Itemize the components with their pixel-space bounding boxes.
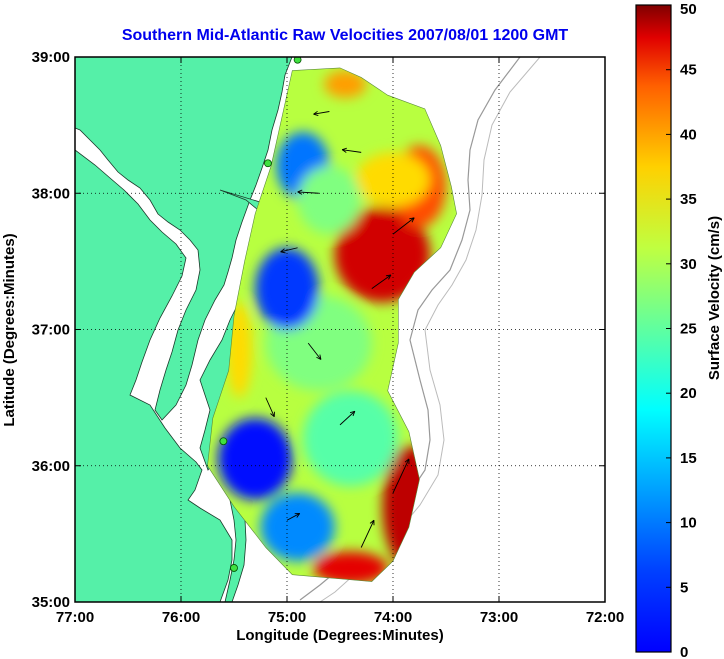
- speed-patch: [355, 152, 431, 207]
- colorbar-tick-label: 10: [680, 515, 697, 532]
- velocity-vector: [280, 247, 298, 254]
- x-tick-label: 73:00: [480, 609, 518, 626]
- x-tick-label: 76:00: [162, 609, 200, 626]
- grid-lines: [75, 57, 605, 602]
- colorbar-tick-label: 40: [680, 126, 697, 143]
- colorbar-tick-label: 50: [680, 1, 697, 18]
- y-axis-ticks: 35:00 36:00 37:00 38:00 39:00: [32, 49, 605, 611]
- speed-patch: [313, 551, 388, 582]
- speed-patches: [218, 70, 446, 582]
- colorbar-tick-label: 35: [680, 191, 697, 208]
- velocity-vector: [313, 110, 330, 117]
- x-tick-label: 72:00: [586, 609, 624, 626]
- land-delmarva: [75, 57, 293, 421]
- x-tick-label: 75:00: [268, 609, 306, 626]
- y-tick-label: 38:00: [32, 185, 70, 202]
- chart-title: Southern Mid-Atlantic Raw Velocities 200…: [122, 27, 569, 44]
- x-tick-label: 77:00: [56, 609, 94, 626]
- speed-patch: [302, 390, 399, 487]
- radar-station-marker: [230, 564, 238, 572]
- colorbar: [635, 4, 672, 653]
- y-tick-label: 35:00: [32, 594, 70, 611]
- plot-area: [75, 57, 605, 602]
- colorbar-label: Surface Velocity (cm/s): [706, 216, 723, 380]
- velocity-vector: [339, 410, 356, 426]
- y-tick-label: 37:00: [32, 322, 70, 339]
- radar-station-marker: [264, 159, 272, 168]
- speed-patch: [324, 70, 367, 98]
- velocity-vector: [307, 342, 322, 360]
- velocity-vector: [371, 274, 392, 289]
- velocity-vector: [392, 217, 415, 235]
- speed-patch: [218, 418, 293, 500]
- colorbar-tick-label: 45: [680, 62, 697, 79]
- velocity-vector: [341, 147, 362, 153]
- velocity-vector: [286, 512, 301, 521]
- colorbar-tick-label: 0: [680, 644, 688, 659]
- land-virginia: [75, 149, 233, 602]
- velocity-field-outline: [207, 67, 457, 582]
- speed-patch: [260, 493, 335, 562]
- x-tick-label: 74:00: [374, 609, 412, 626]
- speed-patch: [255, 247, 319, 330]
- x-axis-ticks: 77:00 76:00 75:00 74:00 73:00 72:00: [56, 57, 624, 626]
- velocity-vector: [265, 397, 275, 418]
- colorbar-tick-label: 25: [680, 321, 697, 338]
- colorbar-tick-label: 30: [680, 256, 697, 273]
- velocity-vector: [360, 519, 375, 548]
- colorbar-tick-label: 15: [680, 450, 697, 467]
- radar-station-marker: [293, 57, 302, 64]
- y-tick-label: 36:00: [32, 458, 70, 475]
- y-axis-label: Latitude (Degrees:Minutes): [1, 233, 18, 426]
- colorbar-tick-label: 20: [680, 385, 697, 402]
- radar-stations: [219, 57, 302, 572]
- speed-patch: [297, 166, 362, 235]
- velocity-vector: [392, 458, 410, 494]
- y-tick-label: 39:00: [32, 49, 70, 66]
- x-axis-label: Longitude (Degrees:Minutes): [236, 627, 444, 644]
- radar-station-marker: [219, 437, 228, 446]
- colorbar-tick-label: 5: [680, 579, 688, 596]
- speed-patch: [334, 206, 431, 303]
- velocity-vectors: [265, 110, 415, 548]
- colorbar-ticks: 0 5 10 15 20 25 30 35 40 45 50: [666, 1, 697, 659]
